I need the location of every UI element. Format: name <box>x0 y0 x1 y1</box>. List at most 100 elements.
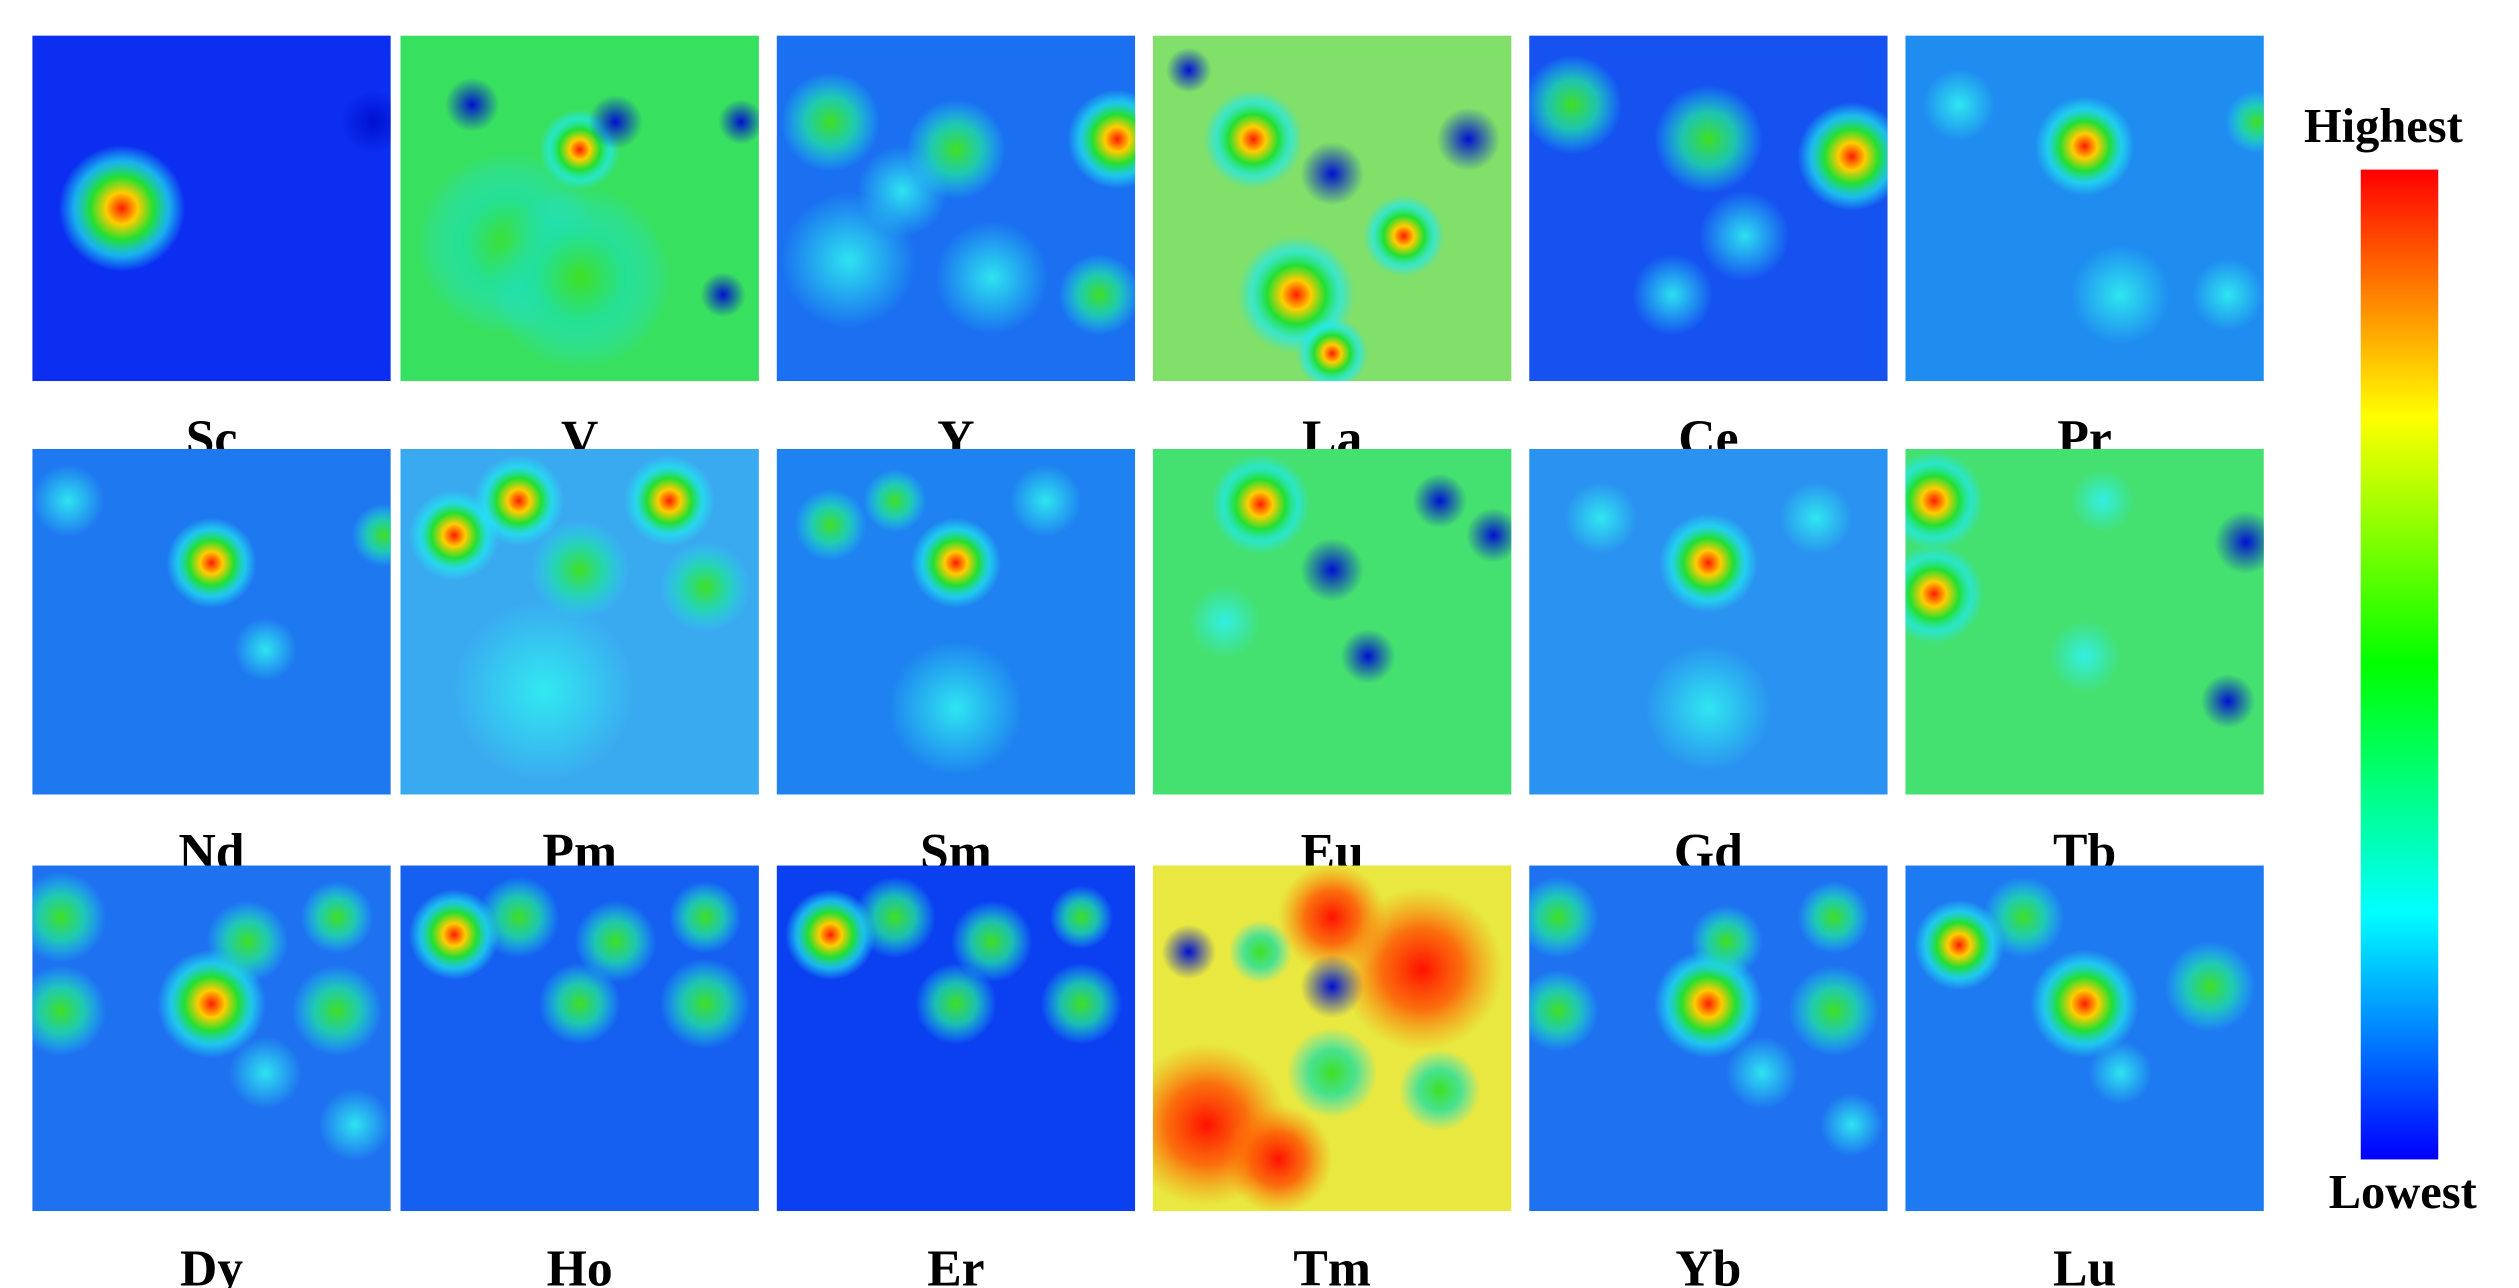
heatmap-blob <box>478 876 560 959</box>
heatmap-blob <box>529 520 630 620</box>
heatmap-blob <box>1466 508 1512 563</box>
heatmap-blob <box>233 617 297 682</box>
heatmap-blob <box>1049 885 1114 950</box>
heatmap-blob <box>780 72 881 172</box>
heatmap-blob <box>1224 1105 1333 1212</box>
heatmap-blob <box>291 965 383 1056</box>
heatmap-blob <box>659 958 751 1049</box>
heatmap-blob <box>1529 54 1622 155</box>
heatmap-blob <box>166 517 257 609</box>
panel-label: Er <box>927 1240 984 1288</box>
heatmap-blob <box>668 881 742 954</box>
heatmap-panel: Er <box>776 865 1136 1288</box>
heatmap-blob <box>1166 47 1212 93</box>
heatmap-panel: Eu <box>1152 448 1512 881</box>
heatmap-blob <box>1983 876 2065 959</box>
heatmap-image <box>776 865 1136 1212</box>
heatmap-panel: Pm <box>400 448 759 881</box>
heatmap-blob <box>453 600 635 782</box>
heatmap-blob <box>318 1088 391 1161</box>
heatmap-image <box>1152 448 1512 795</box>
heatmap-blob <box>2214 510 2264 574</box>
heatmap-blob <box>888 640 1024 776</box>
heatmap-blob <box>1412 473 1467 528</box>
heatmap-blob <box>1922 68 1996 141</box>
heatmap-blob <box>1436 107 1501 171</box>
heatmap-blob <box>1820 1093 1884 1157</box>
heatmap-panel: Ce <box>1529 35 1888 467</box>
heatmap-blob <box>32 464 105 537</box>
heatmap-panel: Dy <box>32 865 391 1288</box>
heatmap-blob <box>2191 258 2264 331</box>
heatmap-blob <box>539 963 621 1045</box>
heatmap-blob <box>2164 941 2256 1032</box>
heatmap-panel: Gd <box>1529 448 1888 881</box>
heatmap-blob <box>910 517 1002 609</box>
heatmap-blob <box>32 965 107 1056</box>
heatmap-blob <box>1913 899 2005 991</box>
heatmap-blob <box>1161 924 1216 980</box>
heatmap-image <box>32 448 391 795</box>
heatmap-blob <box>2200 674 2256 729</box>
heatmap-panel: Lu <box>1905 865 2264 1288</box>
heatmap-blob <box>2088 1041 2153 1105</box>
heatmap-blob <box>206 900 289 983</box>
heatmap-blob <box>2034 96 2135 196</box>
heatmap-blob <box>1529 876 1599 959</box>
heatmap-panel: Y <box>776 35 1136 467</box>
heatmap-blob <box>1797 102 1888 211</box>
heatmap-blob <box>1296 317 1369 382</box>
heatmap-image <box>32 35 391 382</box>
heatmap-blob <box>341 90 391 154</box>
heatmap-panel: Yb <box>1529 865 1888 1288</box>
heatmap-blob <box>1210 454 1311 554</box>
heatmap-blob <box>1645 644 1772 772</box>
heatmap-blob <box>863 469 927 533</box>
heatmap-blob <box>2030 949 2139 1059</box>
heatmap-blob <box>1905 544 1984 644</box>
heatmap-blob <box>445 77 500 132</box>
heatmap-panel: Sm <box>776 448 1136 881</box>
heatmap-blob <box>1300 954 1364 1019</box>
heatmap-image <box>776 448 1136 795</box>
heatmap-blob <box>1188 585 1261 658</box>
heatmap-blob <box>351 503 391 567</box>
heatmap-image <box>1529 448 1888 795</box>
heatmap-blob <box>856 145 948 237</box>
panel-label: Lu <box>2053 1240 2116 1288</box>
heatmap-blob <box>1699 190 1790 282</box>
heatmap-image <box>1152 35 1512 382</box>
panel-label: Ho <box>547 1240 613 1288</box>
heatmap-panel: Pr <box>1905 35 2264 467</box>
heatmap-blob <box>1286 1027 1378 1119</box>
heatmap-blob <box>1300 142 1364 206</box>
heatmap-blob <box>1067 89 1136 189</box>
heatmap-panel: Nd <box>32 448 391 881</box>
heatmap-blob <box>1203 89 1304 189</box>
heatmap-panel: Tb <box>1905 448 2264 881</box>
heatmap-image <box>1905 865 2264 1212</box>
heatmap-image <box>1529 865 1888 1212</box>
heatmap-image <box>1905 448 2264 795</box>
heatmap-blob <box>229 1036 302 1110</box>
heatmap-blob <box>58 145 186 272</box>
heatmap-blob <box>1905 451 1984 551</box>
heatmap-blob <box>718 99 759 145</box>
heatmap-blob <box>1340 629 1396 684</box>
colorbar-high-label: Highest <box>2304 100 2463 153</box>
panel-label: Dy <box>180 1240 243 1288</box>
heatmap-blob <box>1690 905 1763 978</box>
heatmap-blob <box>854 876 936 959</box>
panel-label: Yb <box>1675 1240 1741 1288</box>
heatmap-blob <box>473 455 564 546</box>
heatmap-blob <box>1363 195 1445 277</box>
heatmap-panel: Tm <box>1152 865 1512 1288</box>
heatmap-blob <box>1797 881 1871 954</box>
heatmap-panel: V <box>400 35 759 467</box>
heatmap-blob <box>915 963 997 1045</box>
heatmap-blob <box>1040 963 1123 1045</box>
heatmap-blob <box>1725 1036 1799 1110</box>
heatmap-image <box>1529 35 1888 382</box>
heatmap-panel: Sc <box>32 35 391 467</box>
